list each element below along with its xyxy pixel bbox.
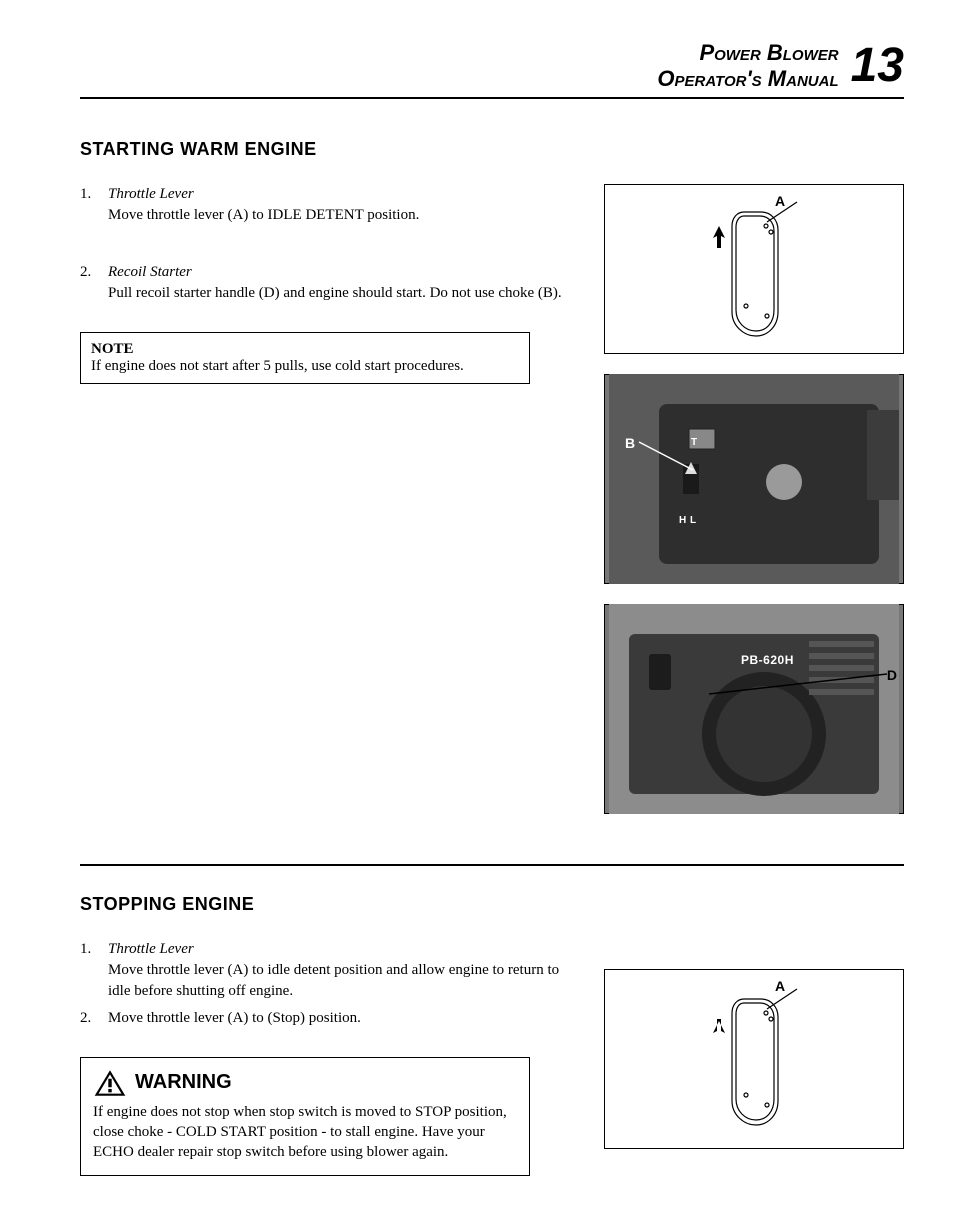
page-header: Power Blower Operator's Manual 13 bbox=[80, 40, 904, 99]
stopping-steps: 1. Throttle Lever Move throttle lever (A… bbox=[80, 939, 584, 1029]
step-number: 2. bbox=[80, 1008, 108, 1029]
step-2: 2. Recoil Starter Pull recoil starter ha… bbox=[80, 262, 584, 304]
callout-b: B bbox=[625, 435, 635, 451]
figure-recoil-d: D PB-620H bbox=[604, 604, 904, 814]
throttle-lever-drawing bbox=[689, 194, 819, 344]
step-title: Recoil Starter bbox=[108, 264, 192, 280]
throttle-lever-stop-drawing bbox=[689, 979, 819, 1139]
title-line-1: Power Blower bbox=[657, 40, 838, 66]
step-title: Throttle Lever bbox=[108, 941, 194, 957]
figure-choke-b: B T H L bbox=[604, 374, 904, 584]
step-body: Move throttle lever (A) to (Stop) positi… bbox=[108, 1010, 361, 1026]
figure-throttle-lever-stop-a: A bbox=[604, 969, 904, 1149]
warning-icon bbox=[93, 1068, 127, 1098]
callout-a: A bbox=[775, 193, 785, 209]
note-box: NOTE If engine does not start after 5 pu… bbox=[80, 332, 530, 384]
manual-title: Power Blower Operator's Manual bbox=[657, 40, 838, 93]
warning-body: If engine does not stop when stop switch… bbox=[93, 1104, 507, 1161]
section-title-stopping: STOPPING ENGINE bbox=[80, 894, 904, 915]
step-1: 1. Throttle Lever Move throttle lever (A… bbox=[80, 939, 584, 1002]
warning-label: WARNING bbox=[135, 1069, 232, 1096]
figure-throttle-lever-a: A bbox=[604, 184, 904, 354]
callout-a: A bbox=[775, 978, 785, 994]
step-title: Throttle Lever bbox=[108, 186, 194, 202]
step-number: 2. bbox=[80, 262, 108, 304]
step-number: 1. bbox=[80, 939, 108, 1002]
section-divider bbox=[80, 864, 904, 866]
step-body: Move throttle lever (A) to idle detent p… bbox=[108, 962, 559, 999]
warning-box: WARNING If engine does not stop when sto… bbox=[80, 1057, 530, 1176]
page-number: 13 bbox=[851, 42, 904, 90]
title-line-2: Operator's Manual bbox=[657, 66, 838, 92]
step-2: 2. Move throttle lever (A) to (Stop) pos… bbox=[80, 1008, 584, 1029]
step-body: Pull recoil starter handle (D) and engin… bbox=[108, 285, 562, 301]
choke-photo-placeholder bbox=[609, 374, 899, 584]
section-stopping-engine: STOPPING ENGINE 1. Throttle Lever Move t… bbox=[80, 894, 904, 1176]
note-body: If engine does not start after 5 pulls, … bbox=[91, 358, 464, 374]
label-t: T bbox=[691, 437, 698, 448]
step-number: 1. bbox=[80, 184, 108, 226]
callout-d: D bbox=[887, 667, 897, 683]
recoil-photo-placeholder bbox=[609, 604, 899, 814]
step-body: Move throttle lever (A) to IDLE DETENT p… bbox=[108, 207, 419, 223]
label-hl: H L bbox=[679, 515, 697, 526]
note-label: NOTE bbox=[91, 341, 519, 358]
starting-steps: 1. Throttle Lever Move throttle lever (A… bbox=[80, 184, 584, 304]
step-1: 1. Throttle Lever Move throttle lever (A… bbox=[80, 184, 584, 226]
engine-model-label: PB-620H bbox=[741, 653, 794, 667]
section-starting-warm-engine: STARTING WARM ENGINE 1. Throttle Lever M… bbox=[80, 139, 904, 834]
section-title-starting: STARTING WARM ENGINE bbox=[80, 139, 904, 160]
